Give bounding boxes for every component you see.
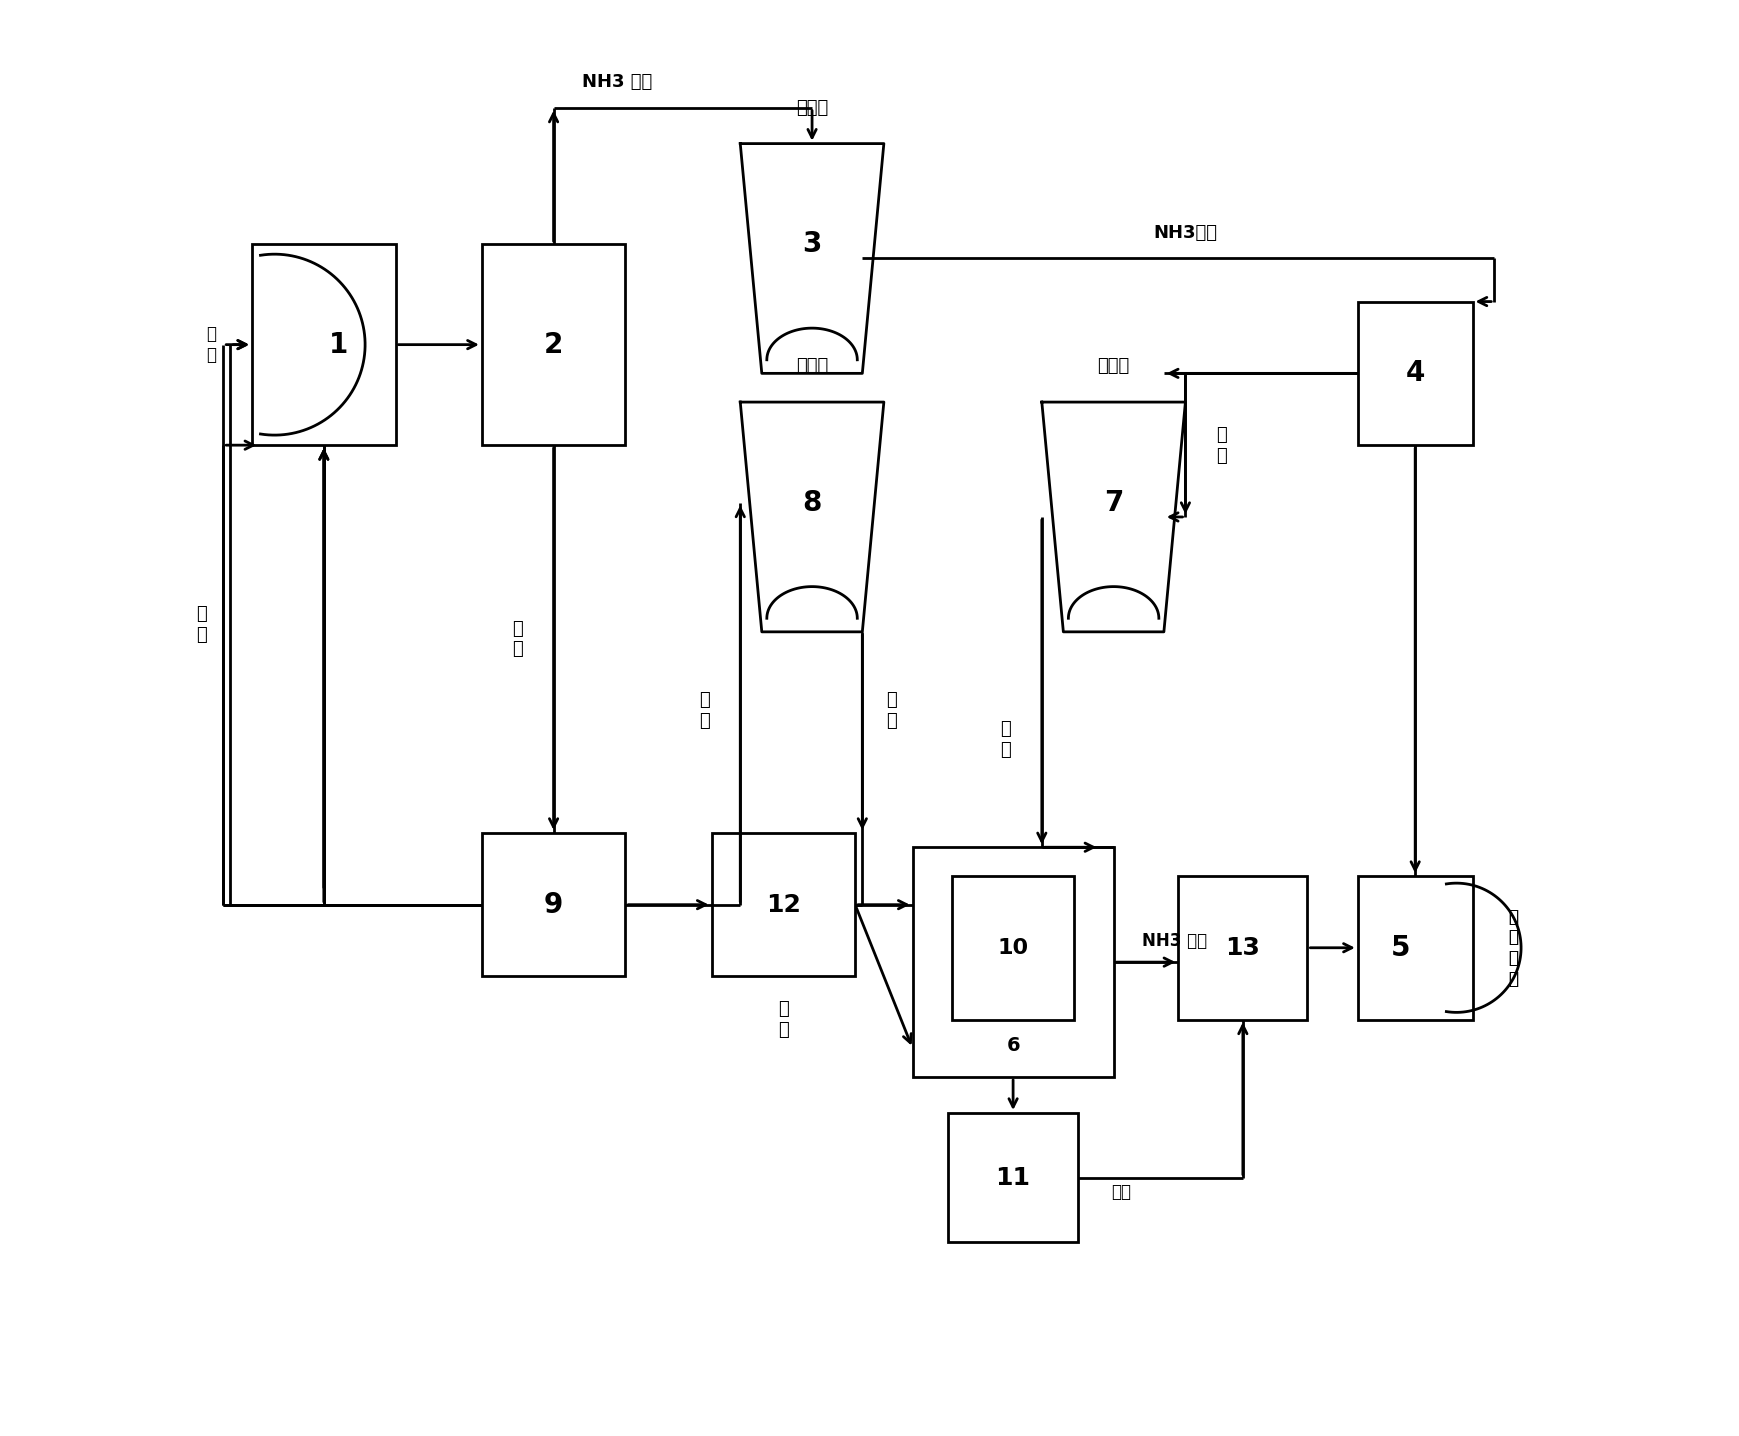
Text: 冷却水: 冷却水: [796, 358, 828, 375]
Text: 8: 8: [802, 488, 823, 517]
Text: 溶
液: 溶 液: [699, 691, 710, 731]
Text: 冷却水: 冷却水: [796, 99, 828, 116]
Bar: [252, 244, 395, 445]
Text: 溶
液: 溶 液: [1216, 425, 1226, 465]
Text: 11: 11: [996, 1166, 1031, 1189]
Text: 1: 1: [329, 330, 348, 359]
Text: 10: 10: [998, 938, 1029, 958]
Bar: [951, 876, 1075, 1020]
Text: 溶液: 溶液: [1111, 1183, 1130, 1200]
Text: 13: 13: [1226, 936, 1261, 959]
Text: 溶
液: 溶 液: [1000, 719, 1012, 760]
Text: 制
冷
输
出: 制 冷 输 出: [1508, 908, 1518, 988]
Bar: [482, 833, 626, 976]
Bar: [1179, 876, 1308, 1020]
Text: 5: 5: [1391, 933, 1410, 962]
Bar: [913, 847, 1113, 1077]
Text: 溶
液: 溶 液: [513, 619, 523, 659]
Bar: [1358, 876, 1473, 1020]
Text: 4: 4: [1405, 359, 1424, 388]
Text: 6: 6: [1007, 1037, 1019, 1055]
Bar: [482, 244, 626, 445]
Text: NH3 气体: NH3 气体: [1143, 932, 1207, 949]
Text: 3: 3: [802, 230, 823, 258]
Bar: [711, 833, 856, 976]
Text: 9: 9: [544, 890, 563, 919]
Text: 溶
液: 溶 液: [197, 605, 207, 645]
Bar: [948, 1113, 1078, 1242]
Text: 溶
液: 溶 液: [885, 691, 896, 731]
Text: NH3液体: NH3液体: [1153, 224, 1217, 241]
Bar: [1358, 302, 1473, 445]
Text: 2: 2: [544, 330, 563, 359]
Text: 12: 12: [765, 893, 800, 916]
Text: 7: 7: [1104, 488, 1123, 517]
Text: 热
源: 热 源: [207, 325, 216, 365]
Text: 冷却水: 冷却水: [1097, 358, 1130, 375]
Text: 制
冷
输
出: 制 冷 输 出: [1508, 908, 1518, 988]
Text: NH3 气体: NH3 气体: [583, 73, 652, 90]
Text: 溶
液: 溶 液: [777, 999, 790, 1040]
